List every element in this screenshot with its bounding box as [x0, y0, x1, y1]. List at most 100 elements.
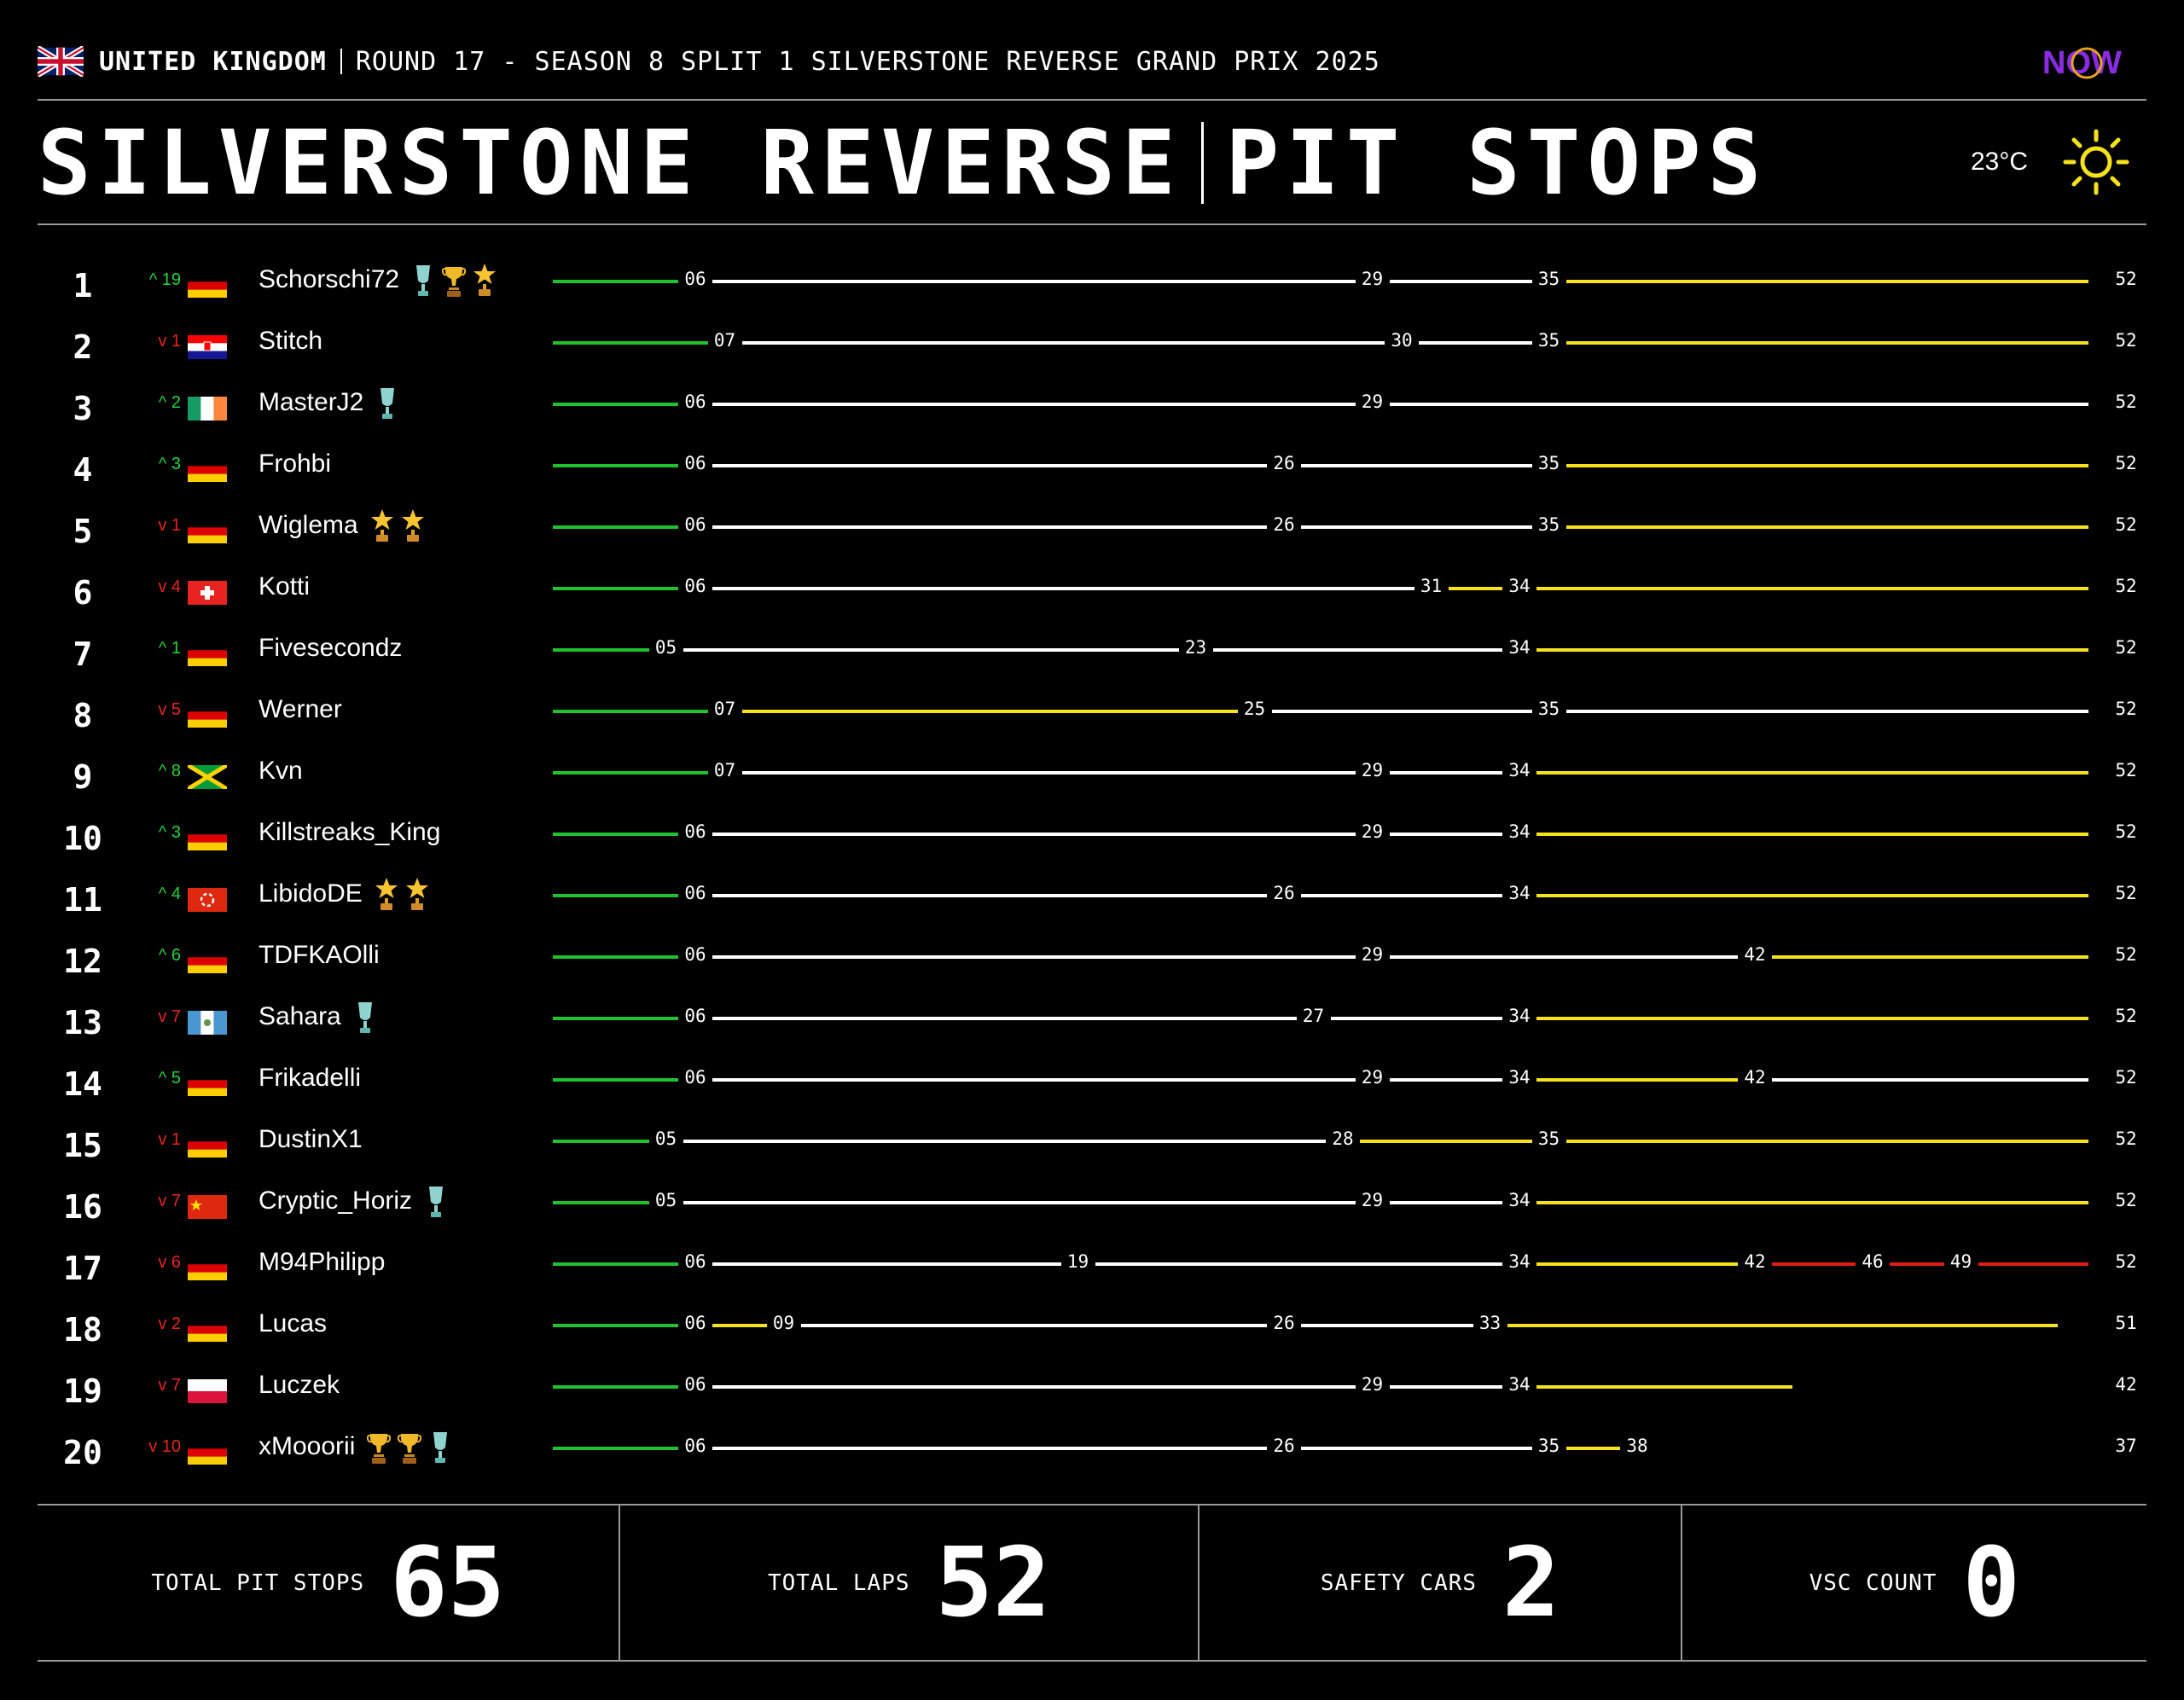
- stint-segment: [741, 771, 1356, 775]
- laps-completed: 52: [2115, 760, 2137, 780]
- position-change: v 5: [158, 700, 181, 719]
- trophy-teal-icon: [411, 262, 435, 299]
- position-change: v 4: [158, 577, 181, 596]
- stint-segment: [1389, 280, 1532, 283]
- temperature: 23°C: [1971, 148, 2029, 176]
- stint-timeline: 06 29 42: [553, 925, 2088, 987]
- flag-ch-icon: [188, 581, 227, 605]
- stint-segment: [1389, 833, 1502, 836]
- stint-segment: [553, 894, 678, 897]
- position: 1: [73, 267, 93, 305]
- pit-lap-label: 33: [1478, 1313, 1502, 1333]
- driver-name: xMooorii: [258, 1432, 356, 1460]
- footer-bottom-divider: [38, 1660, 2146, 1662]
- stint-segment: [553, 525, 678, 529]
- pit-lap-label: 34: [1508, 1190, 1531, 1210]
- driver-name: Kvn: [258, 757, 303, 785]
- stint-segment: [1536, 894, 2088, 897]
- pit-lap-label: 31: [1420, 576, 1443, 596]
- position: 11: [63, 881, 102, 919]
- driver-name: Frohbi: [258, 450, 332, 478]
- stint-segment: [712, 587, 1414, 590]
- stint-segment: [712, 955, 1356, 959]
- stint-timeline: 06 27 34: [553, 987, 2088, 1048]
- stint-segment: [1536, 1201, 2088, 1204]
- awards: [424, 1183, 448, 1221]
- stint-segment: [1389, 955, 1738, 959]
- stint-timeline: 07 30 35: [553, 311, 2088, 373]
- trophy-teal-icon: [353, 999, 377, 1036]
- position-change: ^ 6: [158, 946, 181, 965]
- stint-segment: [553, 341, 708, 345]
- pit-lap-label: 35: [1537, 269, 1560, 289]
- position: 20: [63, 1434, 102, 1471]
- stint-segment: [1536, 771, 2088, 775]
- laps-completed: 52: [2115, 453, 2137, 473]
- pit-lap-label: 46: [1862, 1251, 1884, 1272]
- stint-segment: [553, 280, 678, 283]
- table-row: 15 v 1 DustinX1 05 28 35 52: [0, 1110, 2184, 1171]
- pit-lap-label: 35: [1537, 514, 1560, 535]
- trophy-gold-icon: [366, 1429, 392, 1466]
- driver-name: LibidoDE: [258, 879, 363, 908]
- pit-lap-label: 29: [1361, 1067, 1384, 1088]
- position-change: ^ 19: [148, 270, 181, 289]
- pit-lap-label: 42: [1744, 944, 1766, 965]
- position-change: ^ 3: [158, 455, 181, 473]
- pit-lap-label: 34: [1508, 576, 1531, 596]
- laps-completed: 52: [2115, 1006, 2137, 1026]
- pit-lap-label: 29: [1361, 269, 1384, 289]
- stint-segment: [1536, 587, 2088, 590]
- flag-de-icon: [188, 1256, 227, 1280]
- sun-icon: [2063, 129, 2129, 195]
- stint-segment: [1772, 955, 2088, 959]
- stint-segment: [682, 1201, 1356, 1204]
- trophy-teal-icon: [375, 385, 399, 422]
- table-row: 6 v 4 Kotti 06 31 34 52: [0, 557, 2184, 618]
- flag-de-icon: [188, 274, 227, 298]
- position: 15: [63, 1127, 102, 1164]
- driver-name: DustinX1: [258, 1125, 363, 1153]
- position: 6: [73, 574, 93, 612]
- stint-segment: [712, 464, 1267, 467]
- footer-top-divider: [38, 1504, 2146, 1506]
- pit-lap-label: 25: [1243, 699, 1266, 719]
- pit-lap-label: 34: [1508, 883, 1531, 903]
- flag-de-icon: [188, 827, 227, 850]
- table-row: 16 v 7 Cryptic_Horiz 05 29 34 52: [0, 1171, 2184, 1233]
- pit-lap-label: 29: [1361, 1374, 1384, 1395]
- stint-segment: [553, 403, 678, 406]
- star-gold-icon: [401, 508, 425, 545]
- pit-lap-label: 07: [713, 699, 736, 719]
- pit-lap-label: 34: [1508, 1251, 1531, 1272]
- stint-timeline: 06 29 35: [553, 250, 2088, 311]
- awards: [370, 508, 425, 545]
- pit-lap-label: 49: [1949, 1251, 1972, 1272]
- pit-lap-label: 34: [1508, 760, 1531, 780]
- stint-segment: [553, 1078, 678, 1082]
- laps-completed: 52: [2115, 1067, 2137, 1088]
- pit-lap-label: 27: [1302, 1006, 1325, 1026]
- flag-de-icon: [188, 704, 227, 728]
- pit-lap-label: 19: [1066, 1251, 1089, 1272]
- awards: [375, 876, 429, 914]
- table-row: 2 v 1 Stitch 07 30 35 52: [0, 311, 2184, 373]
- stint-segment: [1419, 341, 1532, 345]
- pit-lap-label: 26: [1273, 1313, 1295, 1333]
- stint-segment: [1536, 1262, 1738, 1266]
- position: 13: [63, 1004, 102, 1041]
- stint-segment: [553, 1385, 678, 1389]
- stint-segment: [553, 771, 708, 775]
- position-change: ^ 3: [158, 823, 181, 842]
- position: 12: [63, 943, 102, 980]
- driver-name: Kotti: [258, 572, 311, 601]
- stint-timeline: 06 26 34: [553, 864, 2088, 925]
- stat-value: 52: [935, 1528, 1051, 1639]
- position-change: ^ 8: [158, 762, 181, 780]
- laps-completed: 52: [2115, 821, 2137, 842]
- pit-lap-label: 06: [684, 576, 706, 596]
- stint-segment: [553, 464, 678, 467]
- stint-segment: [1565, 1140, 2088, 1143]
- pit-lap-label: 29: [1361, 392, 1384, 412]
- pit-lap-label: 35: [1537, 699, 1560, 719]
